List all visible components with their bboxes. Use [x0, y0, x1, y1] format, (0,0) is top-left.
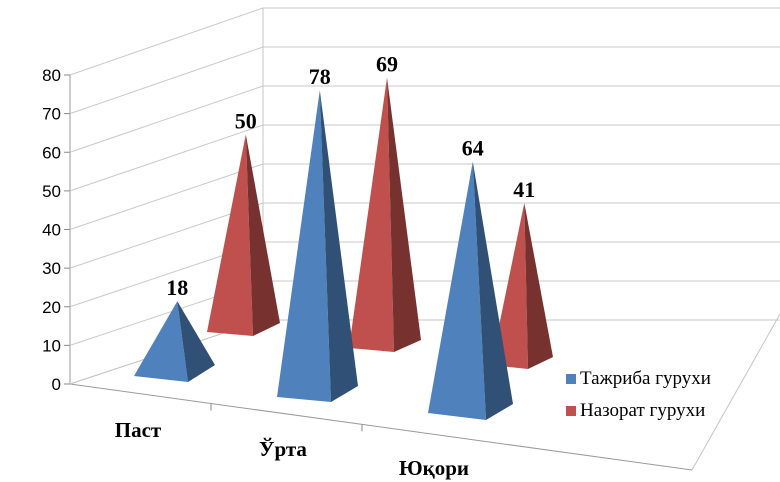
- data-label: 78: [309, 64, 331, 89]
- pyramid-front-face: [349, 77, 394, 352]
- gridline-side: [69, 124, 264, 192]
- y-tick-label: 30: [42, 259, 61, 278]
- y-tick-label: 80: [42, 66, 61, 85]
- pyramid-front-face: [277, 90, 331, 402]
- data-label: 41: [513, 177, 535, 202]
- y-tick-label: 50: [42, 182, 61, 201]
- legend-swatch: [566, 406, 576, 416]
- legend: Тажриба гурухи Назорат гурухи: [566, 368, 711, 421]
- pyramid-experimental-3: [428, 161, 513, 420]
- floor-front-edge: [69, 383, 693, 471]
- y-tick-label: 70: [42, 105, 61, 124]
- pyramid-front-face: [207, 134, 253, 336]
- pyramid-control-1: [207, 134, 280, 336]
- category-labels: Паст Ўрта Юқори: [115, 418, 469, 480]
- data-label: 64: [462, 136, 484, 161]
- pyramid-experimental-2: [277, 90, 358, 402]
- y-tick-label: 40: [42, 221, 61, 240]
- pyramid-experimental-1: [134, 301, 215, 382]
- category-label: Паст: [115, 418, 162, 442]
- pyramid-side-face: [177, 301, 215, 382]
- pyramid-side-face: [524, 202, 553, 369]
- gridline-side: [69, 7, 264, 76]
- floor-right-edge: [691, 313, 780, 471]
- legend-label: Тажриба гурухи: [580, 368, 711, 389]
- category-label: Ўрта: [259, 437, 307, 461]
- y-tick-label: 60: [42, 143, 61, 162]
- pyramids: [134, 77, 553, 420]
- data-label: 18: [166, 275, 188, 300]
- gridline-side: [69, 85, 264, 153]
- pyramid-control-2: [349, 77, 421, 352]
- y-tick-label: 20: [42, 298, 61, 317]
- pyramid-side-face: [387, 77, 421, 352]
- data-label: 50: [235, 108, 257, 133]
- pyramid-front-face: [134, 301, 188, 382]
- y-tick-label: 0: [52, 375, 61, 394]
- legend-label: Назорат гурухи: [580, 400, 705, 421]
- y-tick-label: 10: [42, 336, 61, 355]
- legend-swatch: [566, 374, 576, 384]
- pyramid-side-face: [245, 134, 280, 336]
- data-label: 69: [376, 51, 398, 76]
- pyramid-side-face: [319, 90, 358, 402]
- category-label: Юқори: [399, 456, 469, 480]
- pyramid-side-face: [472, 161, 513, 420]
- gridline-side: [69, 163, 264, 230]
- y-axis-ticks: 0 10 20 30 40 50 60 70 80: [42, 66, 70, 394]
- gridline-side: [69, 46, 264, 115]
- data-labels: 50 69 18 78 41 64: [166, 51, 535, 300]
- pyramid-front-face: [428, 161, 486, 420]
